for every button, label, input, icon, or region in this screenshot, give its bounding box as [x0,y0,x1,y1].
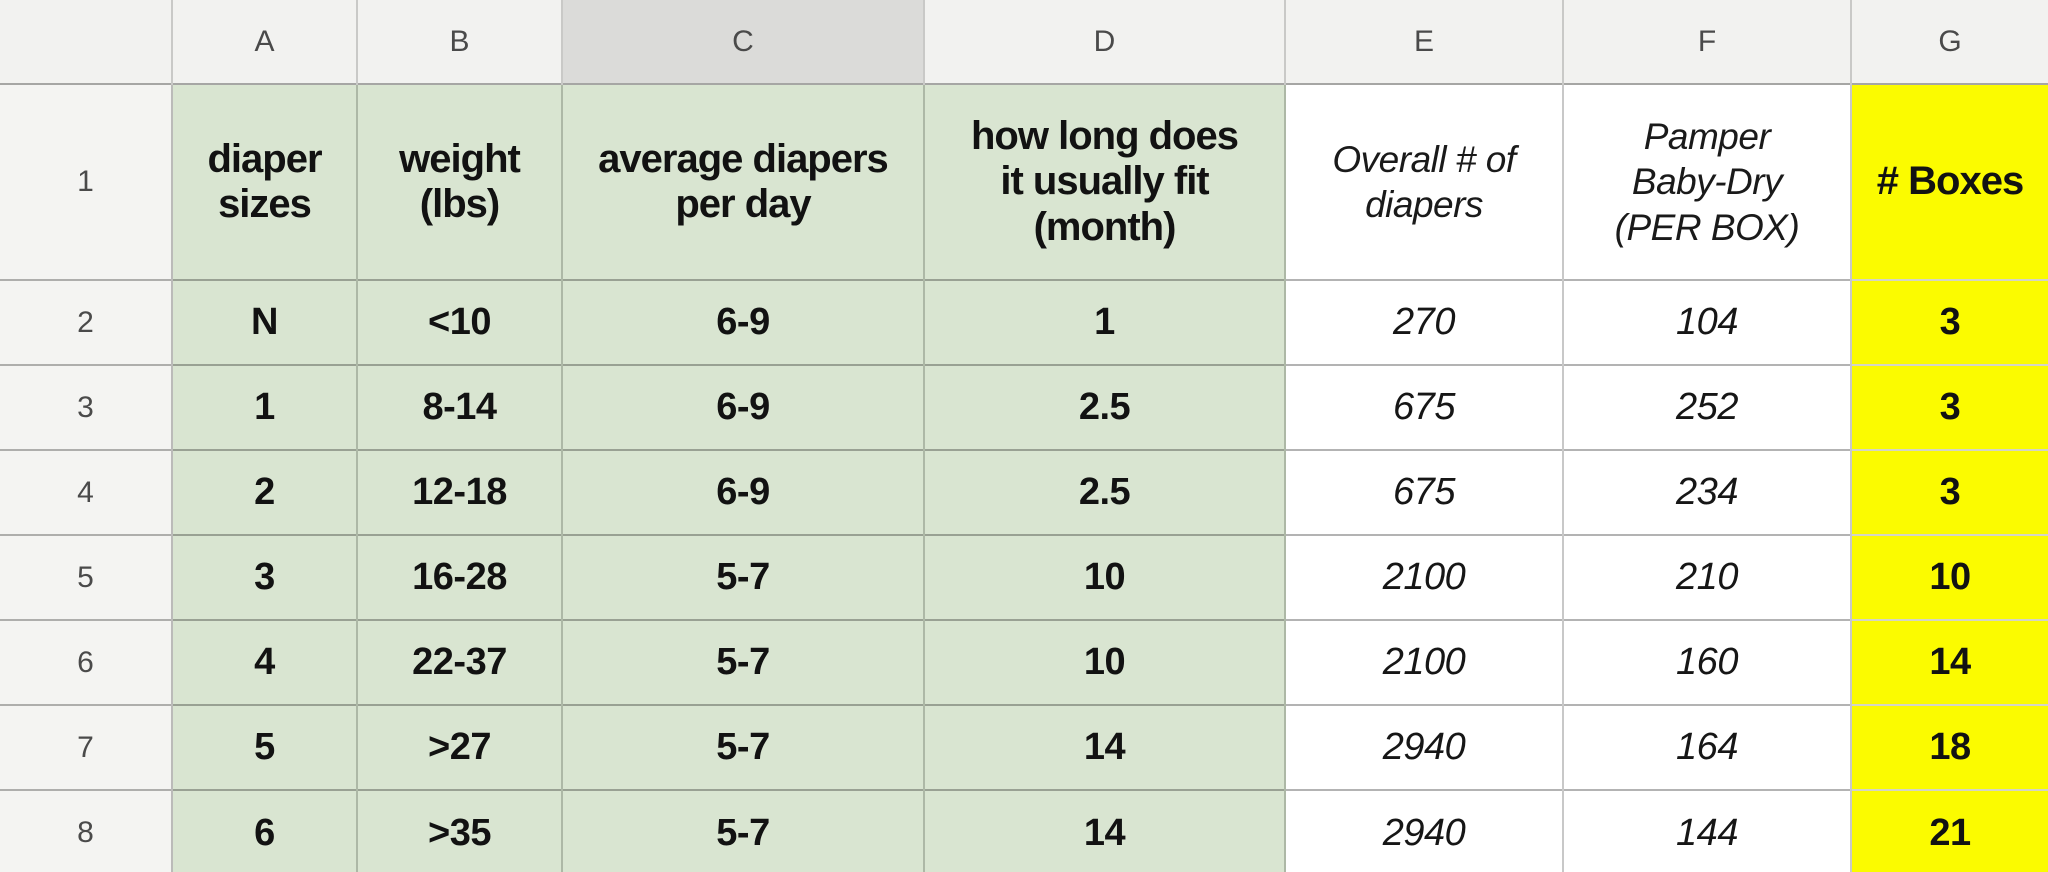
cell-a5[interactable]: 3 [172,534,358,620]
cell-a6[interactable]: 4 [172,619,358,705]
table-row: 6 4 22-37 5-7 10 2100 160 14 [0,619,2048,705]
cell-c4[interactable]: 6-9 [562,449,925,535]
row-header-4[interactable]: 4 [0,449,173,535]
cell-b5[interactable]: 16-28 [357,534,563,620]
cell-f5[interactable]: 210 [1563,534,1852,620]
row-header-8[interactable]: 8 [0,789,173,872]
cell-f6[interactable]: 160 [1563,619,1852,705]
row-header-6[interactable]: 6 [0,619,173,705]
cell-c1[interactable]: average diapers per day [562,83,925,280]
cell-f1[interactable]: Pamper Baby-Dry (PER BOX) [1563,83,1852,280]
cell-b7[interactable]: >27 [357,704,563,790]
row-header-1[interactable]: 1 [0,83,173,280]
column-header-b[interactable]: B [357,0,563,84]
cell-e6[interactable]: 2100 [1285,619,1564,705]
cell-e5[interactable]: 2100 [1285,534,1564,620]
cell-c2[interactable]: 6-9 [562,279,925,365]
row-header-3[interactable]: 3 [0,364,173,450]
column-header-strip: A B C D E F G [0,0,2048,84]
table-row: 1 diaper sizes weight (lbs) average diap… [0,83,2048,280]
cell-g8[interactable]: 21 [1851,789,2048,872]
column-header-a[interactable]: A [172,0,358,84]
column-header-d[interactable]: D [924,0,1286,84]
cell-f2[interactable]: 104 [1563,279,1852,365]
cell-c5[interactable]: 5-7 [562,534,925,620]
cell-a4[interactable]: 2 [172,449,358,535]
select-all-corner[interactable] [0,0,173,84]
cell-g5[interactable]: 10 [1851,534,2048,620]
cell-c8[interactable]: 5-7 [562,789,925,872]
column-header-g[interactable]: G [1851,0,2048,84]
cell-f4[interactable]: 234 [1563,449,1852,535]
table-row: 7 5 >27 5-7 14 2940 164 18 [0,704,2048,790]
table-row: 2 N <10 6-9 1 270 104 3 [0,279,2048,365]
cell-e7[interactable]: 2940 [1285,704,1564,790]
cell-a1[interactable]: diaper sizes [172,83,358,280]
cell-d6[interactable]: 10 [924,619,1286,705]
table-row: 4 2 12-18 6-9 2.5 675 234 3 [0,449,2048,535]
cell-b1[interactable]: weight (lbs) [357,83,563,280]
cell-a7[interactable]: 5 [172,704,358,790]
row-header-7[interactable]: 7 [0,704,173,790]
column-header-f[interactable]: F [1563,0,1852,84]
cell-f3[interactable]: 252 [1563,364,1852,450]
cell-g4[interactable]: 3 [1851,449,2048,535]
table-row: 8 6 >35 5-7 14 2940 144 21 [0,789,2048,872]
cell-g7[interactable]: 18 [1851,704,2048,790]
cell-c3[interactable]: 6-9 [562,364,925,450]
table-row: 5 3 16-28 5-7 10 2100 210 10 [0,534,2048,620]
cell-e4[interactable]: 675 [1285,449,1564,535]
cell-c6[interactable]: 5-7 [562,619,925,705]
cell-d3[interactable]: 2.5 [924,364,1286,450]
cell-e2[interactable]: 270 [1285,279,1564,365]
cell-b3[interactable]: 8-14 [357,364,563,450]
cell-b6[interactable]: 22-37 [357,619,563,705]
cell-a3[interactable]: 1 [172,364,358,450]
cell-b8[interactable]: >35 [357,789,563,872]
cell-d4[interactable]: 2.5 [924,449,1286,535]
cell-b4[interactable]: 12-18 [357,449,563,535]
cell-g3[interactable]: 3 [1851,364,2048,450]
column-header-c[interactable]: C [562,0,925,84]
cell-e3[interactable]: 675 [1285,364,1564,450]
cell-e8[interactable]: 2940 [1285,789,1564,872]
table-row: 3 1 8-14 6-9 2.5 675 252 3 [0,364,2048,450]
cell-d7[interactable]: 14 [924,704,1286,790]
cell-d5[interactable]: 10 [924,534,1286,620]
column-header-e[interactable]: E [1285,0,1564,84]
cell-e1[interactable]: Overall # of diapers [1285,83,1564,280]
cell-g6[interactable]: 14 [1851,619,2048,705]
cell-c7[interactable]: 5-7 [562,704,925,790]
cell-f7[interactable]: 164 [1563,704,1852,790]
cell-a2[interactable]: N [172,279,358,365]
cell-d2[interactable]: 1 [924,279,1286,365]
cell-d1[interactable]: how long does it usually fit (month) [924,83,1286,280]
cell-a8[interactable]: 6 [172,789,358,872]
cell-g1[interactable]: # Boxes [1851,83,2048,280]
cell-b2[interactable]: <10 [357,279,563,365]
cell-d8[interactable]: 14 [924,789,1286,872]
row-header-2[interactable]: 2 [0,279,173,365]
cell-g2[interactable]: 3 [1851,279,2048,365]
row-header-5[interactable]: 5 [0,534,173,620]
cell-f8[interactable]: 144 [1563,789,1852,872]
